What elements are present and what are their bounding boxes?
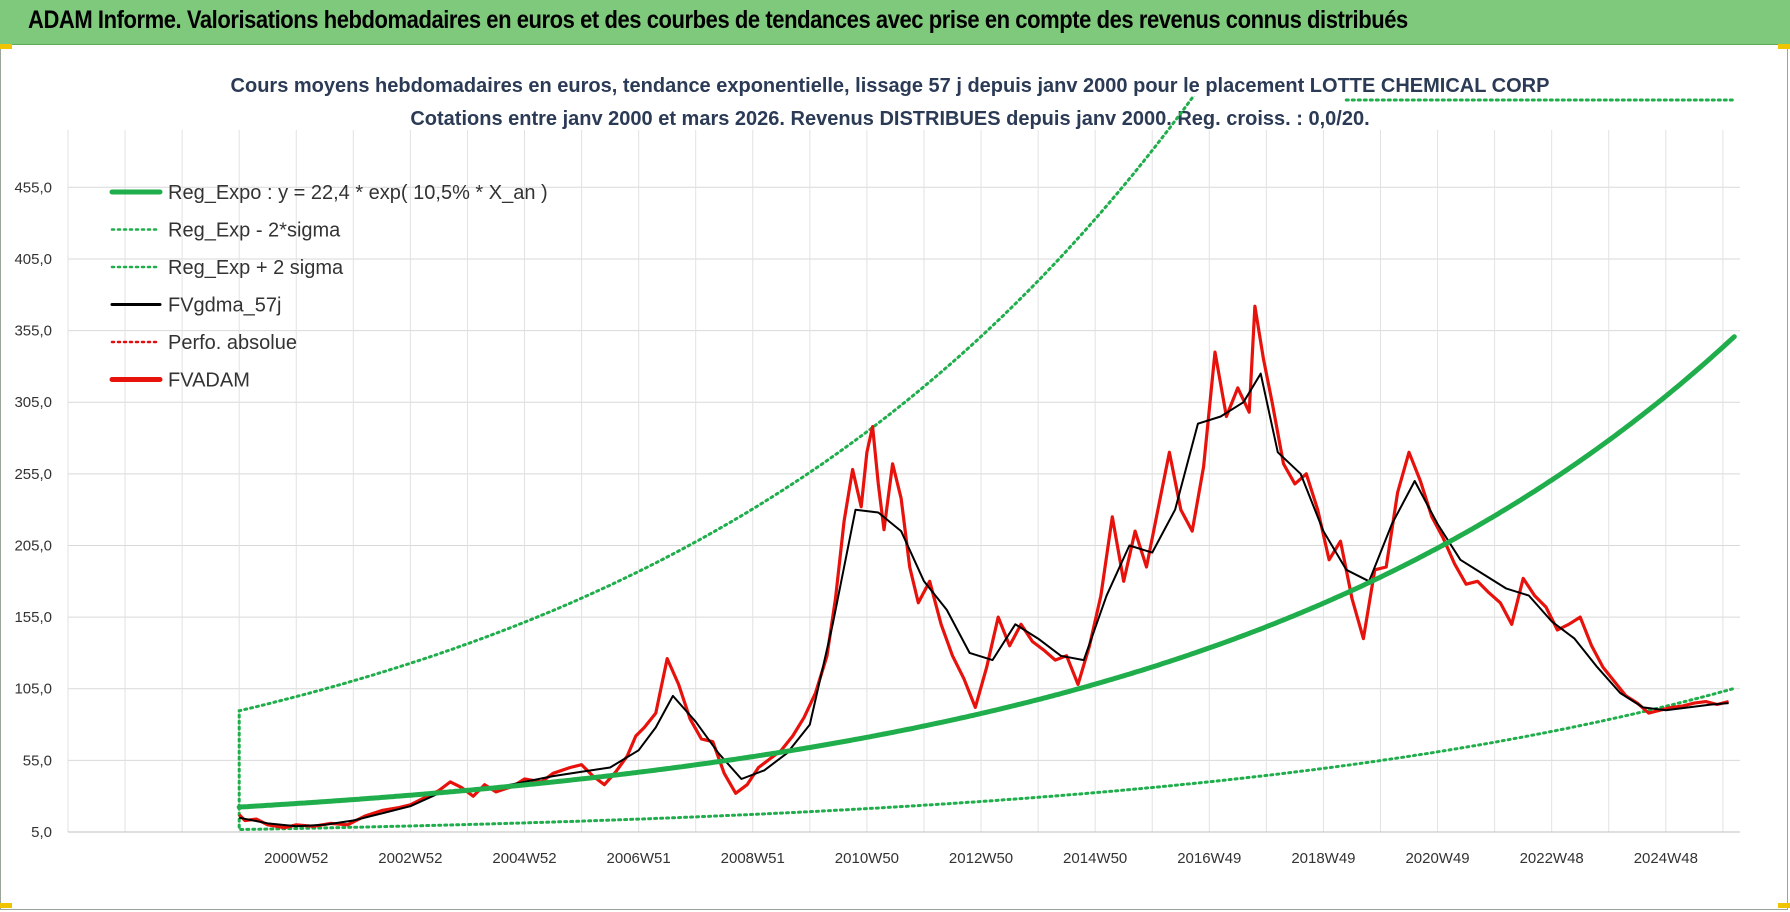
corner-marker: [0, 44, 12, 49]
y-tick-label: 355,0: [14, 323, 52, 340]
chart-title: Cours moyens hebdomadaires en euros, ten…: [231, 75, 1550, 97]
y-tick-label: 155,0: [14, 609, 52, 626]
x-axis: 2000W52 2002W52 2004W52 2006W51 2008W51 2010W…: [264, 850, 1698, 867]
legend: Reg_Expo : y = 22,4 * exp( 10,5% * X_an …: [109, 182, 548, 392]
regression-lower-group: [237, 96, 1736, 831]
fvgdma-line: [239, 372, 1729, 828]
x-tick-label: 2006W51: [607, 850, 671, 867]
legend-label: Reg_Expo : y = 22,4 * exp( 10,5% * X_an …: [168, 182, 548, 204]
corner-marker: [1778, 44, 1790, 49]
header-bar: ADAM Informe. Valorisations hebdomadaire…: [0, 0, 1790, 45]
regression-plus-2sigma-line: [237, 96, 1196, 809]
legend-label: FVgdma_57j: [168, 295, 281, 317]
x-tick-label: 2008W51: [721, 850, 785, 867]
legend-label: Reg_Exp - 2*sigma: [168, 220, 341, 242]
regression-expo-line: [236, 334, 1737, 810]
x-tick-label: 2014W50: [1063, 850, 1127, 867]
x-tick-label: 2012W50: [949, 850, 1013, 867]
y-tick-label: 255,0: [14, 466, 52, 483]
plot-area: [236, 96, 1737, 831]
x-tick-label: 2020W49: [1405, 850, 1469, 867]
y-tick-label: 105,0: [14, 681, 52, 698]
x-tick-label: 2010W50: [835, 850, 899, 867]
x-tick-label: 2002W52: [378, 850, 442, 867]
legend-label: FVADAM: [168, 370, 250, 392]
legend-label: Perfo. absolue: [168, 332, 297, 354]
legend-label: Reg_Exp + 2 sigma: [168, 257, 344, 279]
y-tick-label: 5,0: [31, 824, 52, 841]
x-tick-label: 2016W49: [1177, 850, 1241, 867]
fvadam-line: [238, 304, 1729, 830]
y-tick-label: 405,0: [14, 251, 52, 268]
regression-minus-2sigma-line: [237, 686, 1736, 831]
x-tick-label: 2018W49: [1291, 850, 1355, 867]
corner-marker: [1778, 903, 1790, 908]
x-tick-label: 2024W48: [1634, 850, 1698, 867]
y-tick-label: 305,0: [14, 394, 52, 411]
x-tick-label: 2022W48: [1520, 850, 1584, 867]
y-axis: 5,0 55,0 105,0 155,0 205,0 255,0 305,0 355,0 405…: [14, 179, 52, 841]
corner-marker: [0, 903, 12, 908]
y-tick-label: 455,0: [14, 179, 52, 196]
y-tick-label: 55,0: [23, 752, 52, 769]
x-tick-label: 2000W52: [264, 850, 328, 867]
chart-subtitle: Cotations entre janv 2000 et mars 2026. …: [410, 108, 1369, 130]
page-title: ADAM Informe. Valorisations hebdomadaire…: [28, 6, 1408, 34]
x-tick-label: 2004W52: [492, 850, 556, 867]
y-tick-label: 205,0: [14, 537, 52, 554]
